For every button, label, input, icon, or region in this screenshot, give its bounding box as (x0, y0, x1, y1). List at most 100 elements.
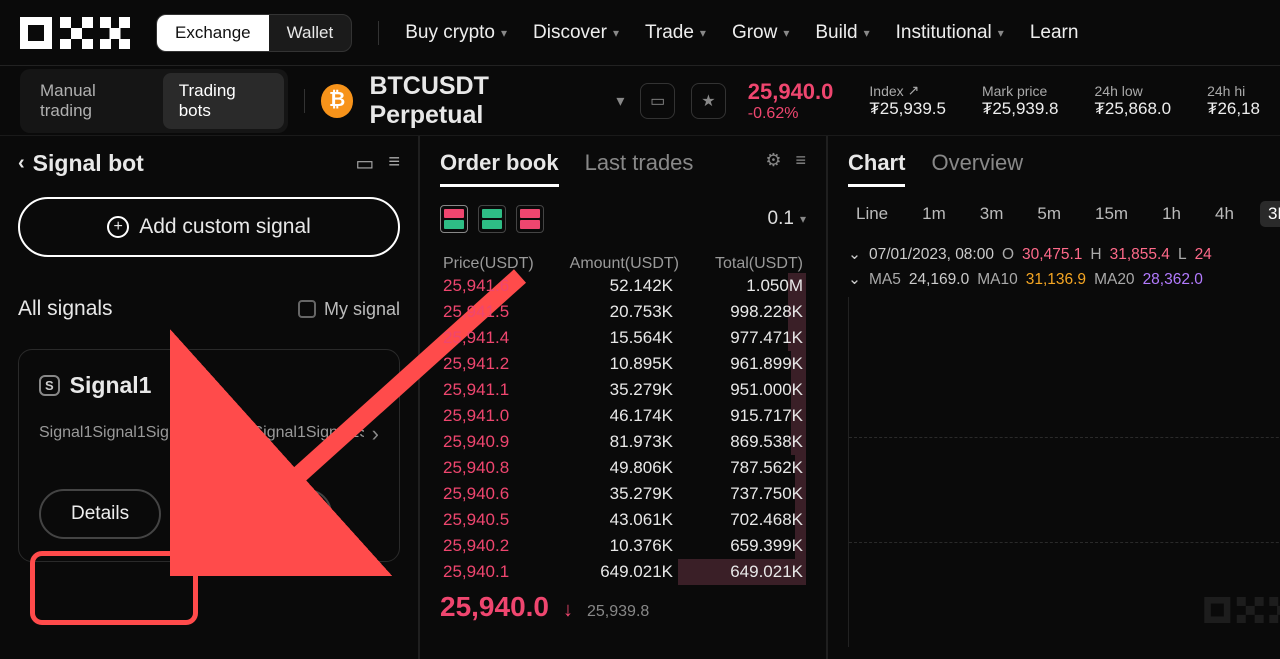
stat-mark-price: Mark price ₮25,939.8 (982, 83, 1059, 119)
orderbook-row[interactable]: 25,940.1649.021K649.021K (440, 559, 806, 585)
ma-row: ⌄ MA524,169.0 MA1031,136.9 MA2028,362.0 (848, 270, 1280, 289)
back-chevron-icon[interactable]: ‹ (18, 152, 25, 175)
stat-24h-low: 24h low ₮25,868.0 (1095, 83, 1172, 119)
chart-tab[interactable]: Chart (848, 150, 905, 187)
create-bot-button[interactable]: Create bot (179, 489, 332, 539)
ob-view-asks[interactable] (516, 205, 544, 233)
top-nav: Exchange Wallet Buy crypto▾ Discover▾ Tr… (0, 0, 1280, 66)
signal-icon: S (39, 375, 60, 396)
chevron-down-icon: ▾ (613, 26, 619, 40)
orderbook-panel: Order book Last trades ⚙ ≡ 0. (420, 136, 828, 659)
tf-4h[interactable]: 4h (1207, 201, 1242, 227)
chevron-down-icon[interactable]: ⌄ (848, 245, 861, 264)
main-area: ‹ Signal bot ▭ ≡ + Add custom signal All… (0, 136, 1280, 659)
ob-view-both[interactable] (440, 205, 468, 233)
chevron-down-icon: ▾ (864, 26, 870, 40)
add-custom-signal-button[interactable]: + Add custom signal (18, 197, 400, 257)
tf-1h[interactable]: 1h (1154, 201, 1189, 227)
tf-1m[interactable]: 1m (914, 201, 954, 227)
external-link-icon[interactable]: ↗ (908, 82, 920, 99)
orderbook-row[interactable]: 25,941.046.174K915.717K (440, 403, 806, 429)
signal-bot-panel: ‹ Signal bot ▭ ≡ + Add custom signal All… (0, 136, 420, 659)
nav-grow[interactable]: Grow▾ (732, 22, 789, 44)
timeframe-row: Line 1m 3m 5m 15m 1h 4h 3M ▾ (848, 201, 1280, 227)
orderbook-row[interactable]: 25,940.210.376K659.399K (440, 533, 806, 559)
details-button[interactable]: Details (39, 489, 161, 539)
chart-type-select[interactable]: Line (848, 201, 896, 227)
exchange-tab[interactable]: Exchange (157, 15, 269, 51)
pair-name[interactable]: BTCUSDT Perpetual (369, 72, 600, 130)
market-sub-bar: Manual trading Trading bots ₿ BTCUSDT Pe… (0, 66, 1280, 136)
chevron-down-icon: ▾ (501, 26, 507, 40)
chevron-right-icon[interactable]: › (372, 421, 379, 447)
orderbook-row[interactable]: 25,941.652.142K1.050M (440, 273, 806, 299)
book-icon[interactable]: ▭ (640, 83, 675, 119)
stat-index: Index ↗ ₮25,939.5 (869, 82, 946, 119)
tf-3m[interactable]: 3m (972, 201, 1012, 227)
chart-panel: Chart Overview Line 1m 3m 5m 15m 1h 4h 3… (828, 136, 1280, 659)
logo[interactable] (20, 17, 130, 49)
chevron-down-icon: ▾ (800, 212, 806, 226)
exchange-wallet-switch: Exchange Wallet (156, 14, 352, 52)
divider (304, 89, 305, 113)
signal-card: S Signal1 Signal1Signal1Signal1Signal1Si… (18, 349, 400, 562)
divider (378, 21, 379, 45)
nav-discover[interactable]: Discover▾ (533, 22, 619, 44)
nav-learn[interactable]: Learn (1030, 22, 1079, 44)
last-trades-tab[interactable]: Last trades (585, 150, 694, 187)
orderbook-row[interactable]: 25,941.210.895K961.899K (440, 351, 806, 377)
annotation-highlight-box (30, 551, 198, 625)
orderbook-row[interactable]: 25,940.543.061K702.468K (440, 507, 806, 533)
price-change: -0.62% (748, 105, 834, 123)
wallet-tab[interactable]: Wallet (269, 15, 352, 51)
last-price: 25,940.0 (748, 79, 834, 105)
trading-bots-tab[interactable]: Trading bots (163, 73, 284, 129)
chevron-down-icon: ▾ (998, 26, 1004, 40)
plus-circle-icon: + (107, 216, 129, 238)
chevron-down-icon[interactable]: ⌄ (848, 270, 861, 289)
tf-3M[interactable]: 3M (1260, 201, 1280, 227)
orderbook-tab[interactable]: Order book (440, 150, 559, 187)
settings-icon[interactable]: ⚙ (765, 150, 781, 171)
ohlc-row: ⌄ 07/01/2023, 08:00 O30,475.1 H31,855.4 … (848, 245, 1280, 264)
orderbook-row[interactable]: 25,941.415.564K977.471K (440, 325, 806, 351)
tf-5m[interactable]: 5m (1029, 201, 1069, 227)
orderbook-row[interactable]: 25,941.520.753K998.228K (440, 299, 806, 325)
nav-institutional[interactable]: Institutional▾ (896, 22, 1004, 44)
menu-icon[interactable]: ≡ (388, 151, 400, 176)
orderbook-view-switch (440, 205, 544, 233)
last-price-block: 25,940.0 -0.62% (748, 79, 834, 123)
okx-logo-icon (20, 17, 130, 49)
orderbook-row[interactable]: 25,940.635.279K737.750K (440, 481, 806, 507)
my-signal-checkbox[interactable]: My signal (298, 299, 400, 320)
orderbook-asks: 25,941.652.142K1.050M25,941.520.753K998.… (440, 273, 806, 585)
down-arrow-icon: ↓ (563, 599, 573, 622)
nav-trade[interactable]: Trade▾ (645, 22, 706, 44)
book-icon[interactable]: ▭ (355, 151, 374, 176)
panel-title: Signal bot (33, 150, 144, 177)
orderbook-row[interactable]: 25,941.135.279K951.000K (440, 377, 806, 403)
star-icon[interactable]: ★ (691, 83, 726, 119)
okx-watermark-icon (1204, 597, 1280, 629)
stat-24h-high: 24h hi ₮26,18 (1207, 83, 1260, 119)
chart-area[interactable] (848, 297, 1280, 647)
orderbook-row[interactable]: 25,940.981.973K869.538K (440, 429, 806, 455)
chevron-down-icon[interactable]: ▾ (616, 91, 624, 111)
orderbook-last-price: 25,940.0 ↓ 25,939.8 (440, 591, 806, 623)
orderbook-row[interactable]: 25,940.849.806K787.562K (440, 455, 806, 481)
price-step-select[interactable]: 0.1▾ (768, 208, 806, 230)
menu-icon[interactable]: ≡ (795, 150, 806, 171)
signal-name: Signal1 (70, 372, 152, 399)
signal-description: Signal1Signal1Signal1Signal1Signal1Signa… (39, 421, 364, 469)
chevron-down-icon: ▾ (783, 26, 789, 40)
btc-icon: ₿ (321, 84, 354, 118)
overview-tab[interactable]: Overview (931, 150, 1023, 187)
tf-15m[interactable]: 15m (1087, 201, 1136, 227)
chevron-down-icon: ▾ (700, 26, 706, 40)
nav-build[interactable]: Build▾ (815, 22, 869, 44)
ob-view-bids[interactable] (478, 205, 506, 233)
manual-trading-tab[interactable]: Manual trading (24, 73, 163, 129)
orderbook-header: Price(USDT) Amount(USDT) Total(USDT) (440, 255, 806, 273)
trading-mode-switch: Manual trading Trading bots (20, 69, 288, 133)
nav-buy-crypto[interactable]: Buy crypto▾ (405, 22, 507, 44)
